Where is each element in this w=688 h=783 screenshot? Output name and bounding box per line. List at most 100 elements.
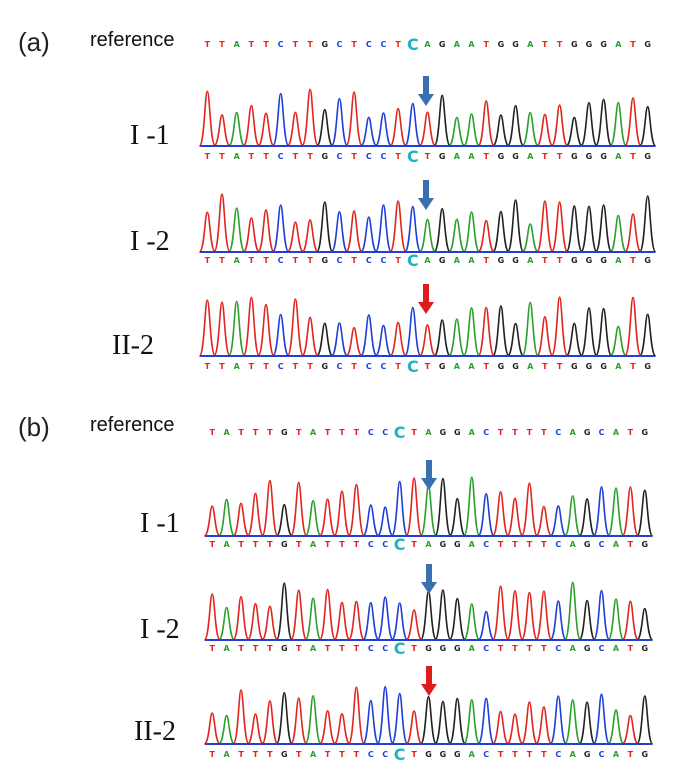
base-letter: C bbox=[393, 535, 406, 554]
base-letter: A bbox=[233, 362, 240, 371]
base-letter: C bbox=[382, 428, 389, 437]
base-letter: C bbox=[367, 428, 374, 437]
panel-a-arrow-2 bbox=[418, 180, 434, 210]
base-letter: T bbox=[324, 750, 331, 759]
base-letter: A bbox=[453, 256, 460, 265]
base-letter: G bbox=[641, 750, 649, 759]
base-letter: T bbox=[395, 362, 401, 371]
base-letter: C bbox=[393, 423, 406, 442]
base-letter: C bbox=[598, 750, 605, 759]
base-letter: T bbox=[351, 256, 357, 265]
base-letter: C bbox=[598, 644, 605, 653]
base-letter: A bbox=[223, 428, 230, 437]
base-letter: T bbox=[252, 428, 259, 437]
base-letter: A bbox=[527, 152, 534, 161]
trace-t bbox=[198, 193, 642, 253]
base-letter: C bbox=[382, 644, 389, 653]
base-letter: A bbox=[233, 256, 240, 265]
base-letter: T bbox=[483, 152, 489, 161]
base-letter: A bbox=[233, 152, 240, 161]
base-letter: T bbox=[353, 644, 360, 653]
base-letter: G bbox=[600, 152, 607, 161]
base-letter: A bbox=[527, 40, 534, 49]
base-letter: C bbox=[555, 750, 562, 759]
base-letter: T bbox=[307, 256, 313, 265]
base-letter: G bbox=[439, 750, 447, 759]
base-letter: T bbox=[627, 750, 634, 759]
base-letter: T bbox=[263, 152, 269, 161]
base-letter: T bbox=[395, 256, 401, 265]
base-letter: T bbox=[526, 750, 533, 759]
base-letter: C bbox=[483, 644, 490, 653]
base-letter: C bbox=[483, 540, 490, 549]
base-letter: A bbox=[453, 362, 460, 371]
base-letter: T bbox=[339, 750, 345, 759]
base-letter: T bbox=[526, 644, 533, 653]
base-letter: T bbox=[497, 540, 504, 549]
base-letter: T bbox=[263, 40, 269, 49]
trace-t bbox=[203, 686, 639, 745]
base-letter: A bbox=[425, 428, 432, 437]
base-letter: G bbox=[512, 40, 519, 49]
base-letter: T bbox=[395, 152, 401, 161]
base-letter: T bbox=[424, 362, 431, 371]
panel-a-arrow-1 bbox=[418, 76, 434, 106]
base-letter: T bbox=[353, 750, 360, 759]
trace-c bbox=[362, 685, 611, 745]
trace-a bbox=[227, 101, 628, 147]
base-letter: A bbox=[615, 256, 622, 265]
panel-a-sample-1-label: I -1 bbox=[130, 120, 170, 151]
base-letter: G bbox=[512, 362, 519, 371]
base-letter: T bbox=[295, 644, 302, 653]
base-letter: T bbox=[204, 152, 211, 161]
base-letter: G bbox=[425, 644, 432, 653]
base-letter: C bbox=[598, 540, 605, 549]
base-letter: T bbox=[248, 362, 255, 371]
base-letter: A bbox=[468, 256, 475, 265]
base-letter: T bbox=[353, 540, 360, 549]
base-letter: T bbox=[248, 40, 255, 49]
base-letter: G bbox=[425, 750, 432, 759]
base-letter: G bbox=[438, 256, 446, 265]
base-letter: T bbox=[512, 750, 518, 759]
base-letter: T bbox=[526, 428, 533, 437]
base-letter: T bbox=[542, 256, 548, 265]
base-letter: G bbox=[497, 152, 505, 161]
base-letter: G bbox=[454, 750, 461, 759]
base-letter: A bbox=[569, 540, 576, 549]
base-letter: A bbox=[612, 540, 620, 549]
base-letter: A bbox=[612, 750, 620, 759]
base-letter: A bbox=[468, 540, 475, 549]
base-letter: C bbox=[336, 152, 343, 161]
panel-b-arrow-1 bbox=[421, 460, 437, 490]
down-arrow-icon bbox=[421, 460, 437, 490]
base-letter: T bbox=[411, 644, 417, 653]
trace-g bbox=[315, 94, 657, 147]
base-letter: T bbox=[209, 540, 215, 549]
base-letter: T bbox=[248, 152, 255, 161]
base-letter: T bbox=[542, 362, 548, 371]
base-letter: T bbox=[238, 644, 244, 653]
base-letter: A bbox=[310, 750, 317, 759]
base-letter: T bbox=[219, 152, 225, 161]
base-letter: T bbox=[411, 540, 417, 549]
base-letter: G bbox=[583, 644, 591, 653]
base-letter: T bbox=[627, 540, 634, 549]
panel-a-chromatogram-3 bbox=[198, 296, 657, 357]
panel-b-sample-1-label: I -1 bbox=[140, 508, 180, 539]
base-letter: T bbox=[324, 428, 331, 437]
base-letter: T bbox=[292, 40, 299, 49]
trace-a bbox=[227, 300, 627, 357]
base-letter: T bbox=[267, 540, 273, 549]
base-letter: T bbox=[324, 540, 331, 549]
trace-g bbox=[275, 691, 654, 745]
base-letter: T bbox=[307, 152, 313, 161]
base-letter: T bbox=[556, 152, 563, 161]
base-letter: T bbox=[542, 152, 548, 161]
base-letter: G bbox=[644, 40, 651, 49]
panel-a-reference-label: reference bbox=[90, 29, 175, 51]
base-letter: C bbox=[555, 428, 562, 437]
